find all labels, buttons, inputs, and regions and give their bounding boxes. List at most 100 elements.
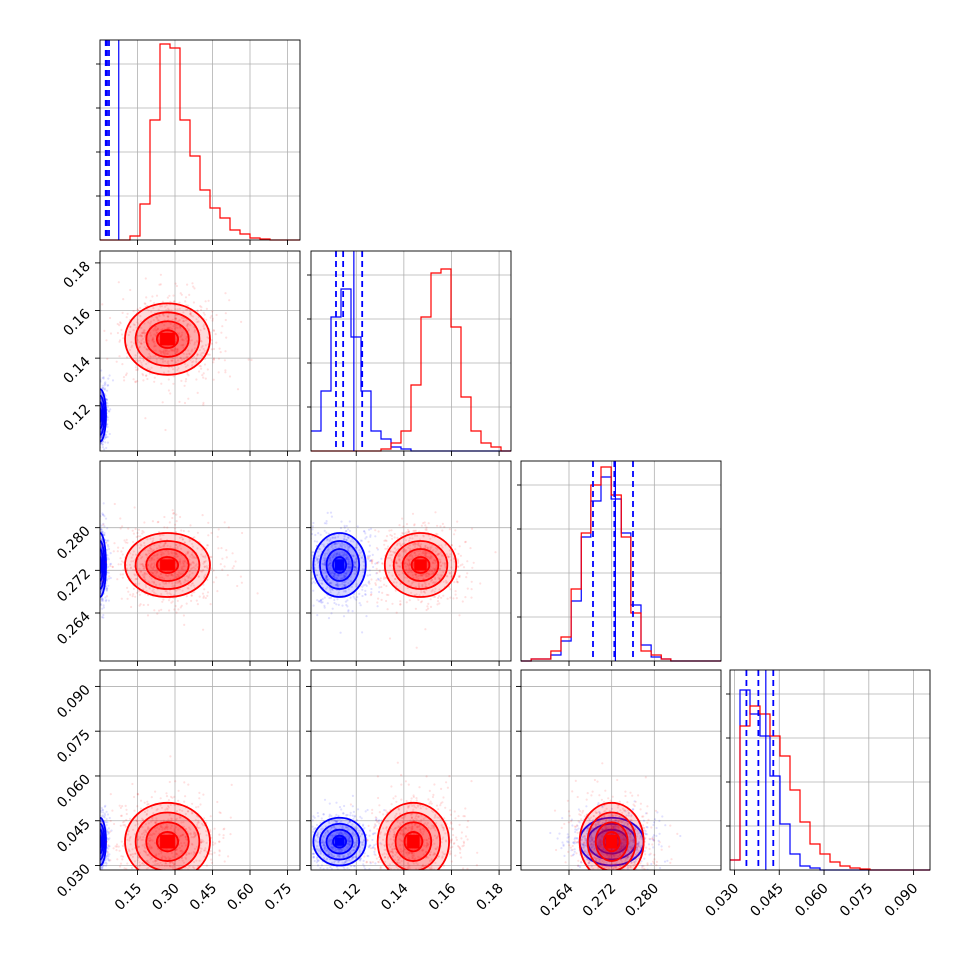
scatter-point bbox=[196, 341, 199, 344]
scatter-point bbox=[345, 554, 348, 557]
scatter-point bbox=[397, 555, 400, 558]
scatter-point bbox=[351, 610, 354, 613]
scatter-point bbox=[140, 335, 143, 338]
scatter-point bbox=[95, 853, 97, 855]
scatter-point bbox=[367, 540, 370, 543]
scatter-point bbox=[96, 585, 98, 587]
contour-line bbox=[134, 540, 201, 590]
scatter-point bbox=[96, 840, 98, 842]
scatter-point bbox=[171, 327, 174, 330]
scatter-point bbox=[129, 552, 132, 555]
scatter-point bbox=[184, 380, 187, 383]
scatter-point bbox=[316, 557, 319, 560]
scatter-point bbox=[203, 561, 206, 564]
scatter-point bbox=[97, 394, 99, 396]
scatter-point bbox=[134, 366, 137, 369]
scatter-point bbox=[448, 549, 452, 552]
scatter-point bbox=[129, 330, 132, 334]
scatter-point bbox=[142, 379, 145, 382]
scatter-point bbox=[101, 598, 104, 601]
scatter-point bbox=[438, 588, 441, 591]
scatter-point bbox=[178, 560, 182, 564]
scatter-point bbox=[90, 832, 92, 834]
scatter-point bbox=[175, 317, 178, 320]
scatter-point bbox=[179, 357, 182, 360]
scatter-point bbox=[347, 545, 350, 548]
scatter-point bbox=[197, 575, 200, 578]
scatter-point bbox=[106, 565, 110, 569]
scatter-point bbox=[95, 581, 97, 583]
scatter-point bbox=[95, 439, 97, 441]
scatter-point bbox=[175, 553, 178, 556]
scatter-point bbox=[418, 544, 421, 547]
scatter-point bbox=[160, 608, 163, 611]
scatter-point bbox=[436, 548, 439, 551]
scatter-point bbox=[95, 419, 97, 421]
scatter-point bbox=[343, 526, 346, 529]
scatter-point bbox=[369, 559, 373, 562]
scatter-point bbox=[97, 850, 99, 852]
scatter-point bbox=[334, 583, 338, 586]
scatter-point bbox=[169, 392, 172, 395]
scatter-point bbox=[301, 562, 303, 564]
scatter-point bbox=[155, 294, 159, 297]
scatter-point bbox=[470, 580, 473, 583]
scatter-point bbox=[138, 582, 141, 585]
contour-line bbox=[392, 540, 449, 590]
scatter-point bbox=[91, 886, 93, 888]
scatter-point bbox=[306, 563, 308, 565]
scatter-point bbox=[90, 843, 92, 845]
scatter-point bbox=[164, 541, 167, 544]
scatter-point bbox=[96, 588, 98, 590]
scatter-point bbox=[190, 594, 193, 597]
scatter-point bbox=[345, 524, 348, 528]
scatter-point bbox=[326, 549, 329, 552]
scatter-point bbox=[150, 571, 153, 574]
scatter-point bbox=[138, 341, 141, 344]
scatter-point bbox=[97, 414, 99, 416]
scatter-point bbox=[166, 315, 169, 318]
scatter-point bbox=[200, 352, 203, 355]
scatter-point bbox=[160, 553, 163, 556]
scatter-point bbox=[188, 352, 191, 356]
scatter-point bbox=[347, 536, 350, 539]
scatter-point bbox=[94, 818, 96, 820]
scatter-point bbox=[143, 572, 146, 575]
scatter-point bbox=[431, 572, 434, 576]
scatter-point bbox=[180, 293, 183, 296]
scatter-point bbox=[189, 524, 192, 527]
scatter-point bbox=[147, 309, 150, 312]
scatter-point bbox=[433, 581, 436, 585]
scatter-point bbox=[152, 548, 155, 552]
scatter-point bbox=[370, 578, 373, 581]
scatter-point bbox=[217, 547, 220, 550]
scatter-point bbox=[318, 600, 321, 603]
scatter-point bbox=[96, 810, 98, 812]
scatter-point bbox=[97, 396, 99, 398]
scatter-point bbox=[91, 833, 93, 835]
scatter-point bbox=[102, 606, 105, 609]
scatter-point bbox=[91, 588, 93, 590]
scatter-point bbox=[130, 341, 133, 344]
scatter-point bbox=[323, 522, 326, 525]
scatter-point bbox=[96, 444, 98, 446]
scatter-point bbox=[329, 559, 332, 562]
scatter-point bbox=[364, 583, 367, 586]
scatter-point bbox=[98, 540, 100, 542]
scatter-point bbox=[401, 531, 404, 535]
scatter-point bbox=[96, 435, 98, 437]
scatter-point bbox=[97, 852, 99, 854]
scatter-point bbox=[408, 555, 411, 558]
scatter-point bbox=[97, 566, 99, 568]
scatter-point bbox=[415, 576, 418, 579]
scatter-point bbox=[96, 402, 98, 404]
scatter-point bbox=[119, 563, 123, 566]
scatter-point bbox=[94, 586, 96, 588]
pair-panel-p1-p2: 0.120.140.160.18 bbox=[60, 250, 301, 456]
scatter-point bbox=[92, 842, 94, 844]
scatter-point bbox=[390, 534, 393, 538]
scatter-point bbox=[307, 543, 309, 545]
scatter-point bbox=[206, 594, 209, 598]
scatter-point bbox=[106, 527, 109, 530]
scatter-point bbox=[345, 556, 349, 560]
